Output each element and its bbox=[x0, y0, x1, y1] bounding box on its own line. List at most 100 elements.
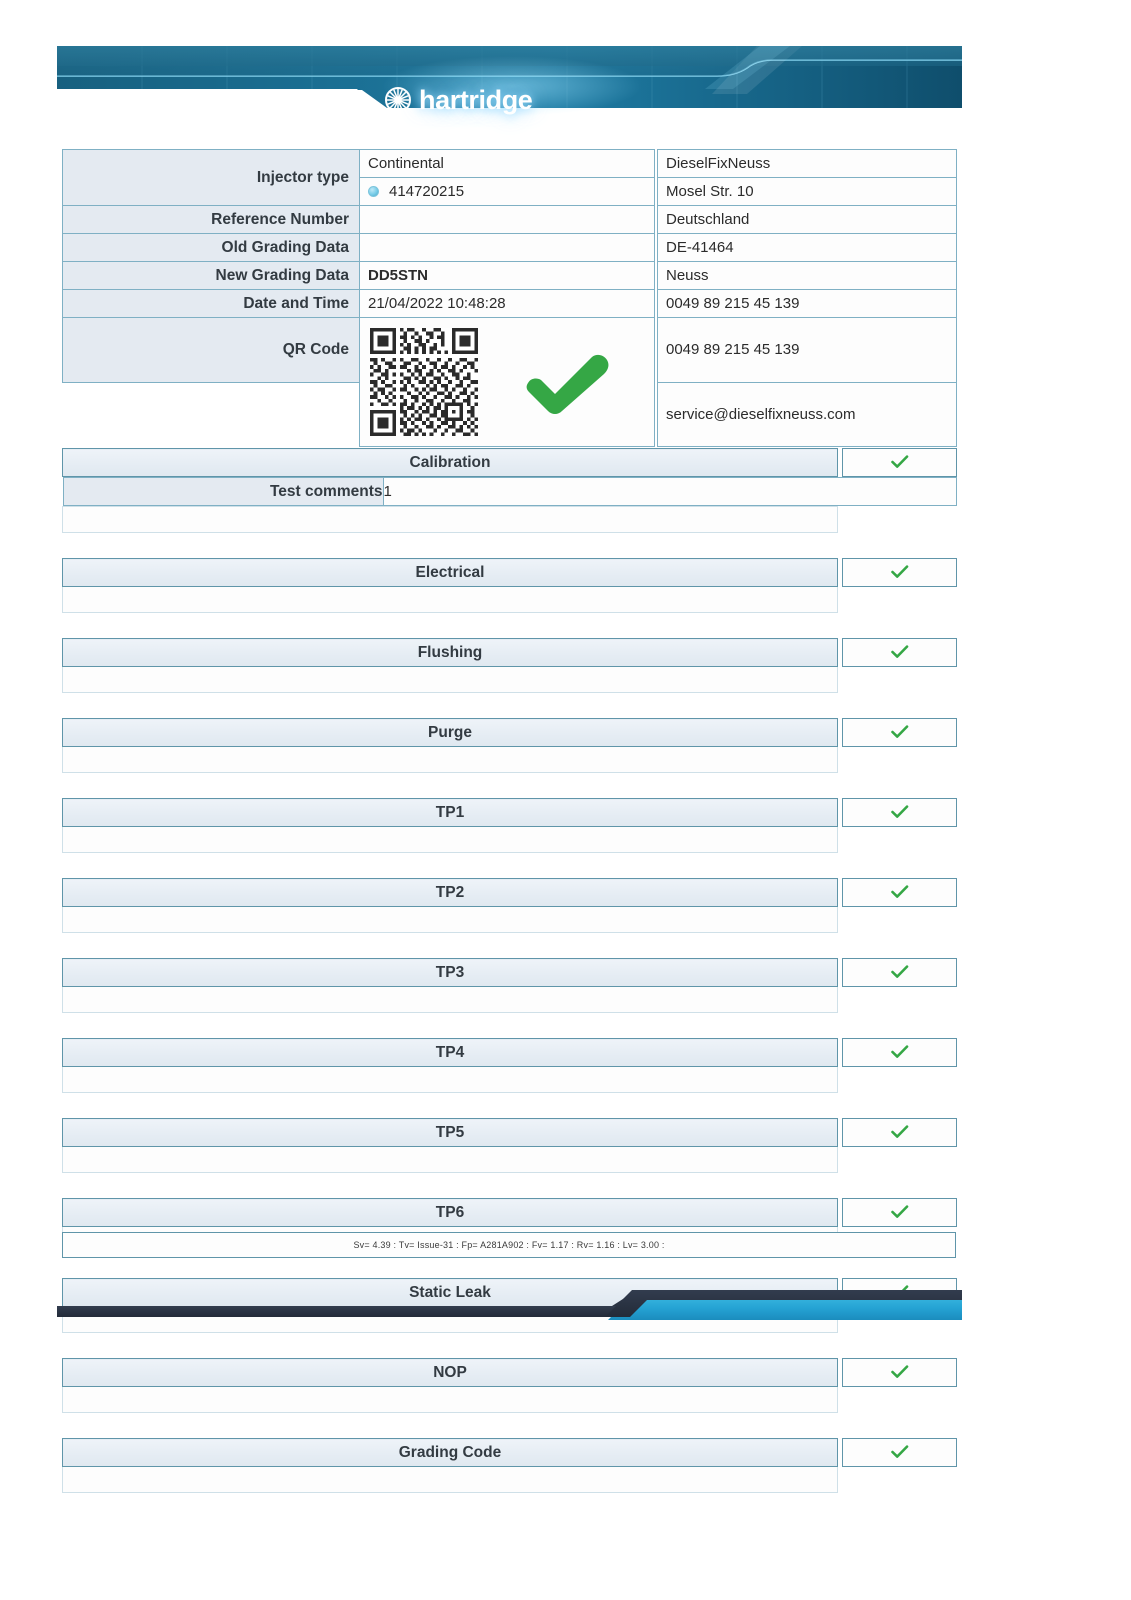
row-spacer bbox=[62, 932, 957, 959]
test-section-title: Calibration bbox=[62, 448, 838, 477]
spacer-cell bbox=[837, 692, 843, 719]
customer-name: DieselFixNeuss bbox=[657, 149, 957, 178]
test-data-area bbox=[62, 826, 838, 853]
test-comments-value[interactable]: 1 bbox=[383, 477, 957, 506]
column-gap bbox=[654, 317, 658, 382]
column-gap bbox=[654, 289, 658, 318]
spacer-cell bbox=[837, 1012, 843, 1039]
test-section-row: Grading Code bbox=[62, 1438, 957, 1467]
test-data-band bbox=[62, 666, 957, 693]
test-section-title: TP2 bbox=[62, 878, 838, 907]
test-section-label: Electrical bbox=[415, 563, 485, 581]
test-section-label: Grading Code bbox=[398, 1443, 502, 1461]
test-data-area bbox=[62, 1146, 838, 1173]
test-section-label: TP4 bbox=[435, 1043, 465, 1061]
test-comments-label: Test comments bbox=[62, 477, 384, 506]
row-gap bbox=[842, 906, 957, 933]
test-section-title: TP4 bbox=[62, 1038, 838, 1067]
row-gap bbox=[842, 986, 957, 1013]
test-section-label: Purge bbox=[428, 723, 472, 741]
value-injector-manufacturer: Continental bbox=[359, 149, 655, 178]
spacer-cell bbox=[842, 1412, 957, 1439]
spacer-cell bbox=[842, 932, 957, 959]
test-result-check bbox=[842, 798, 957, 827]
row-gap bbox=[842, 1466, 957, 1493]
test-result-check bbox=[842, 878, 957, 907]
test-section-label: Calibration bbox=[409, 453, 491, 471]
test-section-row: Purge bbox=[62, 718, 957, 747]
row-gap bbox=[842, 1146, 957, 1173]
test-data-band bbox=[62, 506, 957, 533]
test-data-band bbox=[62, 826, 957, 853]
row-gap bbox=[842, 746, 957, 773]
customer-city: Neuss bbox=[657, 261, 957, 290]
qr-code-image bbox=[370, 328, 478, 436]
spacer-cell bbox=[62, 612, 838, 639]
footer-meta-line: Sv= 4.39 : Tv= Issue-31 : Fp= A281A902 :… bbox=[62, 1232, 956, 1258]
row-spacer bbox=[62, 612, 957, 639]
spacer-cell bbox=[62, 932, 838, 959]
value-new-grading-data: DD5STN bbox=[359, 261, 655, 290]
test-result-check bbox=[842, 1438, 957, 1467]
row-gap bbox=[837, 1386, 843, 1413]
test-section-row: Calibration bbox=[62, 448, 957, 477]
test-result-check bbox=[842, 638, 957, 667]
table-row: Date and Time 21/04/2022 10:48:28 0049 8… bbox=[62, 289, 957, 318]
row-gap bbox=[837, 906, 843, 933]
footer-banner bbox=[57, 1278, 962, 1320]
spacer-cell bbox=[62, 692, 838, 719]
row-gap bbox=[837, 1146, 843, 1173]
spacer-cell bbox=[837, 1092, 843, 1119]
spacer-cell bbox=[837, 932, 843, 959]
table-row: Injector type Continental DieselFixNeuss bbox=[62, 149, 957, 206]
row-gap bbox=[837, 1066, 843, 1093]
test-section-row: TP1 bbox=[62, 798, 957, 827]
test-section-title: Electrical bbox=[62, 558, 838, 587]
row-spacer bbox=[62, 1172, 957, 1199]
spacer-cell bbox=[842, 772, 957, 799]
check-icon bbox=[890, 1364, 909, 1381]
test-data-band bbox=[62, 1146, 957, 1173]
test-section-label: Static Leak bbox=[409, 1283, 491, 1301]
row-gap bbox=[837, 798, 843, 827]
label-injector-type: Injector type bbox=[62, 149, 360, 206]
test-data-area bbox=[62, 1066, 838, 1093]
row-gap bbox=[837, 1198, 843, 1227]
test-data-band bbox=[62, 1386, 957, 1413]
row-gap bbox=[842, 506, 957, 533]
row-gap bbox=[837, 666, 843, 693]
value-injector-part-number: 414720215 bbox=[359, 177, 655, 206]
test-data-band bbox=[62, 1466, 957, 1493]
spacer-cell bbox=[837, 1332, 843, 1359]
test-section-row: TP3 bbox=[62, 958, 957, 987]
row-gap bbox=[837, 558, 843, 587]
test-section-title: Flushing bbox=[62, 638, 838, 667]
injector-info-table: Injector type Continental DieselFixNeuss… bbox=[62, 149, 957, 499]
row-gap bbox=[842, 826, 957, 853]
row-gap bbox=[842, 586, 957, 613]
test-data-band bbox=[62, 586, 957, 613]
table-row: Old Grading Data DE-41464 bbox=[62, 233, 957, 262]
test-data-area bbox=[62, 1386, 838, 1413]
test-section-row: TP4 bbox=[62, 1038, 957, 1067]
spacer-cell bbox=[62, 1412, 838, 1439]
test-section-row: TP6 bbox=[62, 1198, 957, 1227]
label-qr-spacer bbox=[62, 382, 360, 447]
test-section-title: TP5 bbox=[62, 1118, 838, 1147]
label-date-and-time: Date and Time bbox=[62, 289, 360, 318]
test-section-title: NOP bbox=[62, 1358, 838, 1387]
row-spacer bbox=[62, 1012, 957, 1039]
row-spacer bbox=[62, 1332, 957, 1359]
customer-postcode: DE-41464 bbox=[657, 233, 957, 262]
row-gap bbox=[837, 638, 843, 667]
test-result-check bbox=[842, 718, 957, 747]
check-icon bbox=[890, 1124, 909, 1141]
test-data-area bbox=[62, 666, 838, 693]
test-result-check bbox=[842, 958, 957, 987]
bullet-icon bbox=[368, 186, 379, 197]
test-data-area bbox=[62, 906, 838, 933]
label-reference-number: Reference Number bbox=[62, 205, 360, 234]
row-spacer bbox=[62, 1092, 957, 1119]
test-section-label: TP6 bbox=[435, 1203, 465, 1221]
check-icon bbox=[890, 644, 909, 661]
